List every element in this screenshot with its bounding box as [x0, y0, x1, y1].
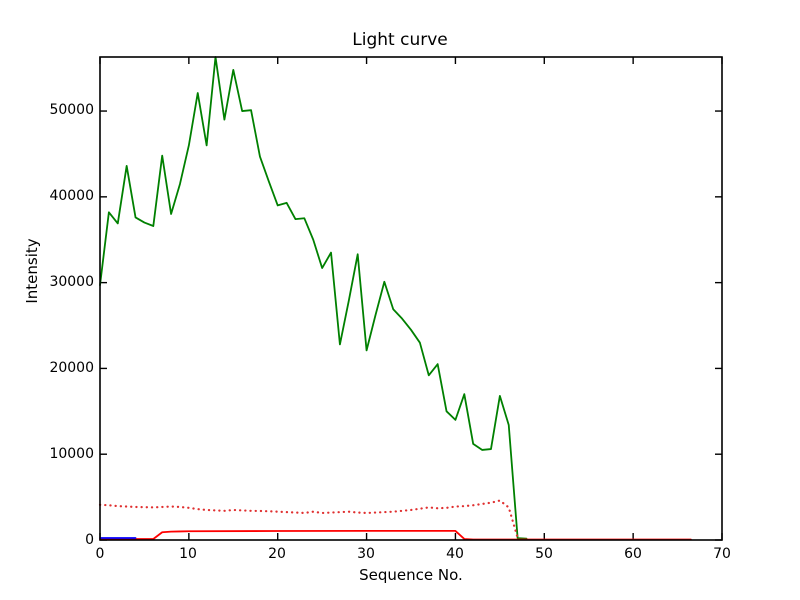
ytick-label-50000: 50000	[49, 102, 94, 118]
xtick-label-70: 70	[713, 546, 731, 562]
series-source-flux	[99, 56, 528, 540]
chart-title: Light curve	[352, 30, 448, 50]
xtick-label-0: 0	[95, 546, 105, 562]
ytick-label-40000: 40000	[49, 188, 94, 204]
xtick-label-30: 30	[357, 546, 375, 562]
plot-frame	[99, 56, 723, 541]
x-axis-label: Sequence No.	[359, 566, 463, 584]
series-background-rms	[98, 499, 519, 539]
ytick-label-30000: 30000	[49, 274, 94, 290]
ytick-label-20000: 20000	[49, 360, 94, 376]
ytick-label-10000: 10000	[49, 446, 94, 462]
xtick-label-50: 50	[535, 546, 553, 562]
xtick-label-60: 60	[624, 546, 642, 562]
xtick-label-10: 10	[179, 546, 197, 562]
ytick-label-0: 0	[85, 532, 94, 548]
xtick-label-40: 40	[446, 546, 464, 562]
plot-background	[100, 57, 722, 540]
xtick-label-20: 20	[268, 546, 286, 562]
y-axis-tick-labels: 0 10000 20000 30000 40000 50000	[0, 0, 94, 600]
